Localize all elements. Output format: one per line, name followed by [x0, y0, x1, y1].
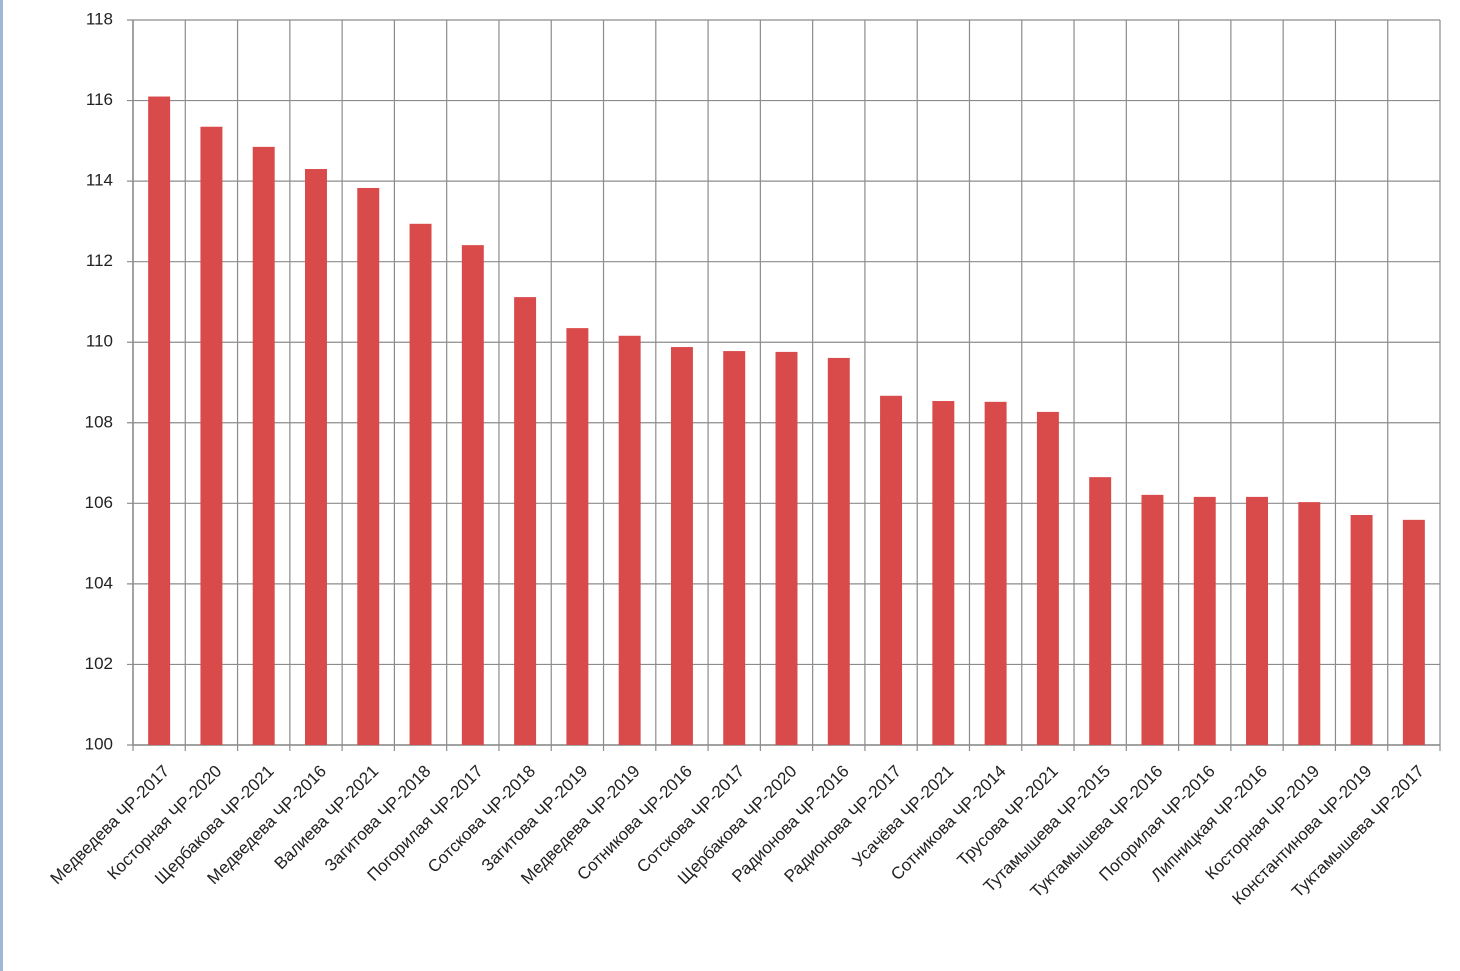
- bar: [880, 395, 903, 745]
- bar: [618, 335, 641, 745]
- bar: [305, 169, 327, 745]
- bar: [1193, 496, 1216, 745]
- bar: [723, 351, 746, 745]
- bar: [252, 146, 275, 745]
- bar: [1350, 515, 1373, 745]
- bar: [1298, 502, 1321, 745]
- y-tick-label: 100: [85, 734, 113, 753]
- y-tick-label: 114: [86, 171, 113, 190]
- bar: [566, 328, 589, 745]
- y-tick-label: 102: [85, 654, 113, 673]
- y-tick-label: 112: [86, 251, 113, 270]
- bar: [461, 245, 484, 745]
- bar: [1246, 496, 1268, 745]
- bar: [775, 351, 798, 745]
- bar: [932, 401, 955, 745]
- bar: [200, 126, 223, 746]
- y-tick-label: 104: [85, 573, 113, 592]
- window-edge: [0, 0, 3, 971]
- bar: [357, 187, 380, 746]
- y-tick-label: 108: [85, 412, 113, 431]
- bar: [670, 347, 693, 745]
- y-tick-label: 118: [86, 9, 113, 28]
- bar: [1141, 494, 1164, 745]
- bar: [827, 357, 850, 745]
- y-tick-label: 110: [86, 332, 113, 351]
- bar: [1402, 519, 1425, 745]
- bar: [984, 401, 1007, 745]
- y-tick-label: 116: [86, 90, 113, 109]
- bar: [514, 297, 537, 745]
- bar: [1089, 477, 1112, 745]
- y-tick-label: 106: [85, 493, 113, 512]
- bar: [409, 223, 432, 746]
- bar: [148, 96, 171, 746]
- bar: [1036, 411, 1059, 745]
